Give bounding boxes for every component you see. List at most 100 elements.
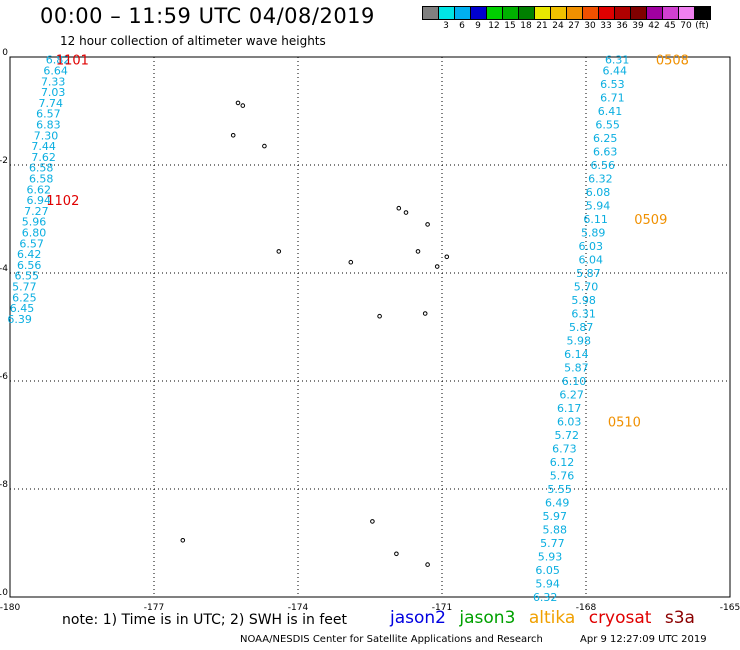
wave-height-label: 6.58 — [29, 173, 54, 186]
wave-height-label: 6.73 — [552, 443, 577, 456]
chart-subtitle: 12 hour collection of altimeter wave hei… — [60, 34, 326, 48]
y-tick-label: -10 — [0, 588, 8, 598]
x-tick-label: -177 — [144, 603, 164, 613]
wave-height-label: 5.87 — [576, 267, 601, 280]
y-tick-label: -8 — [0, 480, 8, 490]
wave-height-label: 6.42 — [17, 248, 42, 261]
wave-height-label: 5.89 — [581, 227, 606, 240]
satellite-legend: jason2 jason3 altika cryosat s3a — [390, 608, 703, 628]
wave-height-label: 6.05 — [535, 564, 560, 577]
color-scale-labels: 3 6 9 12 15 18 21 24 27 30 33 36 39 42 45 70 (ft) — [422, 20, 740, 34]
x-tick-label: -168 — [576, 603, 597, 613]
island-outline — [348, 259, 354, 265]
island-outline — [276, 249, 282, 254]
wave-height-label: 6.17 — [557, 402, 582, 415]
wave-height-label: 6.31 — [571, 308, 596, 321]
color-scale-tick: 42 — [648, 21, 660, 31]
color-scale-tick: 6 — [459, 21, 465, 31]
wave-height-label: 6.64 — [43, 65, 68, 78]
wave-height-label: 6.56 — [17, 259, 42, 272]
legend-jason2: jason2 — [390, 608, 446, 628]
footer-note: note: 1) Time is in UTC; 2) SWH is in fe… — [62, 612, 348, 628]
color-scale-tick: (ft) — [695, 21, 709, 31]
wave-height-label: 6.56 — [591, 159, 616, 172]
wave-height-label: 6.31 — [605, 54, 630, 67]
island-outline — [394, 551, 399, 557]
wave-height-label: 6.12 — [550, 456, 575, 469]
legend-jason3: jason3 — [459, 608, 516, 628]
wave-height-label: 5.94 — [586, 200, 611, 213]
x-tick-label: -165 — [720, 603, 740, 613]
wave-height-label: 5.55 — [547, 483, 572, 496]
color-scale-legend: 3 6 9 12 15 18 21 24 27 30 33 36 39 42 45 70 (ft) — [422, 6, 740, 34]
wave-height-label: 6.80 — [22, 227, 47, 240]
island-outline — [180, 538, 186, 543]
island-outline — [262, 143, 267, 149]
y-tick-label: -4 — [0, 264, 8, 274]
color-scale-tick: 24 — [552, 21, 564, 31]
color-scale-tick: 45 — [664, 21, 676, 31]
generated-timestamp: Apr 9 12:27:09 UTC 2019 — [580, 634, 707, 645]
color-scale-tick: 39 — [632, 21, 644, 31]
color-scale-tick: 30 — [584, 21, 596, 31]
wave-height-label: 5.94 — [535, 578, 560, 591]
wave-height-label: 5.97 — [543, 510, 568, 523]
wave-height-label: 7.33 — [41, 75, 66, 88]
island-outline — [403, 210, 409, 215]
wave-height-label: 6.27 — [559, 389, 584, 402]
color-scale-tick: 21 — [536, 21, 548, 31]
y-tick-label: 0 — [2, 48, 8, 58]
wave-height-label: 6.58 — [29, 162, 54, 175]
color-scale-tick: 12 — [488, 21, 500, 31]
wave-height-label: 6.03 — [557, 416, 582, 429]
island-outline — [230, 133, 236, 138]
island-outline — [240, 103, 246, 108]
island-outline — [415, 249, 421, 254]
pass-time-label: 0510 — [608, 416, 641, 431]
wave-height-label: 5.93 — [538, 551, 563, 564]
wave-height-label: 6.55 — [15, 270, 40, 283]
wave-height-label: 6.82 — [46, 54, 71, 67]
wave-height-label: 6.94 — [27, 194, 52, 207]
color-scale-tick: 15 — [504, 21, 516, 31]
wave-height-label: 5.96 — [22, 216, 47, 229]
wave-height-label: 5.88 — [543, 524, 568, 537]
wave-height-label: 6.63 — [593, 146, 618, 159]
pass-time-label: 1101 — [56, 54, 89, 69]
wave-height-label: 6.39 — [7, 313, 32, 326]
island-outline — [425, 562, 430, 567]
color-scale-swatches — [422, 6, 740, 20]
color-scale-tick: 3 — [443, 21, 449, 31]
legend-altika: altika — [528, 608, 576, 628]
wave-height-label: 6.41 — [598, 105, 623, 118]
legend-cryosat: cryosat — [588, 608, 652, 628]
color-scale-tick: 33 — [600, 21, 612, 31]
wave-height-label: 6.04 — [579, 254, 604, 267]
color-scale-tick: 27 — [568, 21, 580, 31]
wave-height-label: 6.57 — [19, 237, 44, 250]
wave-height-label: 6.25 — [12, 291, 37, 304]
color-swatch — [694, 6, 711, 20]
wave-height-label: 6.55 — [595, 119, 620, 132]
wave-height-label: 5.77 — [540, 537, 565, 550]
wave-height-label: 6.71 — [600, 92, 625, 105]
wave-height-label: 6.45 — [10, 302, 35, 315]
pass-time-label: 0508 — [656, 54, 689, 69]
plot-frame — [9, 56, 731, 598]
island-outline — [235, 100, 241, 106]
chart-title: 00:00 – 11:59 UTC 04/08/2019 — [40, 4, 375, 28]
island-outline — [377, 313, 382, 319]
wave-height-label: 5.98 — [571, 294, 596, 307]
wave-height-label: 6.11 — [583, 213, 608, 226]
wave-height-label: 6.57 — [36, 108, 61, 121]
color-scale-tick: 18 — [520, 21, 532, 31]
wave-height-label: 5.70 — [574, 281, 599, 294]
wave-height-label: 5.76 — [550, 470, 575, 483]
legend-s3a: s3a — [664, 608, 695, 628]
wave-height-label: 7.62 — [31, 151, 56, 164]
color-scale-tick: 36 — [616, 21, 628, 31]
wave-height-label: 6.53 — [600, 78, 625, 91]
wave-height-label: 6.08 — [586, 186, 611, 199]
wave-height-label: 6.25 — [593, 132, 618, 145]
wave-height-label: 5.77 — [12, 281, 37, 294]
